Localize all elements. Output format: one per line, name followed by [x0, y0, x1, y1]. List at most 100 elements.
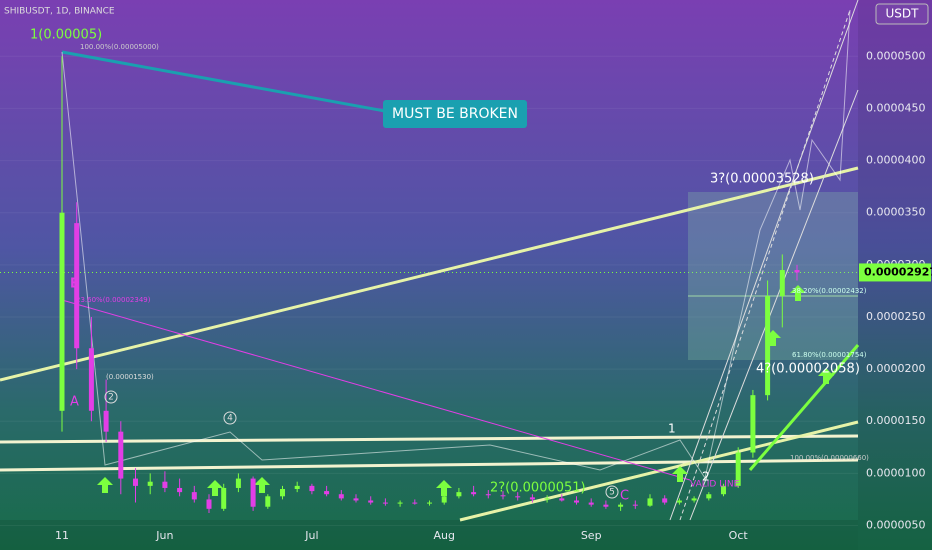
currency: USDT [886, 7, 920, 21]
annotation: VALID LINE [690, 480, 740, 490]
candle-body [515, 496, 521, 498]
wave-path [61, 9, 851, 480]
wave-label: 5 [609, 488, 615, 498]
x-tick-label: Aug [433, 529, 454, 542]
candle-body [588, 502, 594, 505]
fib-label: 100.00%(0.00000660) [790, 454, 869, 462]
candle-body [309, 485, 315, 492]
fib-label: 23.60%(0.00002349) [76, 296, 151, 304]
candle-body [147, 481, 153, 486]
candle-body [750, 395, 756, 453]
candle-body [691, 498, 697, 501]
candle-body [706, 494, 712, 499]
candle-body [529, 497, 535, 500]
candle-body [382, 502, 388, 504]
wave-label: 2 [108, 393, 114, 403]
wave-label: 4 [227, 414, 233, 424]
fib-label: 100.00%(0.00005000) [80, 43, 159, 51]
candle-body [427, 502, 432, 504]
y-tick-label: 0.0000150 [866, 414, 926, 427]
candle-body [118, 431, 124, 479]
annotation: MUST BE BROKEN [392, 106, 518, 122]
candles [59, 56, 800, 513]
candle-body [456, 492, 462, 497]
x-tick-label: Sep [581, 529, 602, 542]
annotation: 3?(0.00003528) [710, 172, 814, 187]
candle-body [206, 499, 212, 509]
annotation: 2 [702, 470, 710, 484]
last-price-label: 0.00002927 [864, 265, 932, 278]
candle-body [338, 494, 344, 499]
x-tick-label: Jun [155, 529, 173, 542]
trend-line [61, 50, 391, 114]
trend-line [61, 299, 691, 481]
channel-line [679, 9, 851, 521]
up-arrow [672, 466, 688, 482]
up-arrow [436, 480, 452, 496]
up-arrow [97, 477, 113, 493]
last-price-box [859, 263, 931, 282]
x-tick-label: Jul [304, 529, 318, 542]
candle-body [647, 498, 653, 506]
candle-body [500, 495, 506, 497]
candle-body [177, 487, 183, 493]
candle-body [485, 494, 491, 496]
y-tick-label: 0.0000050 [866, 518, 926, 531]
candle-body [221, 487, 227, 509]
candle-body [441, 496, 447, 503]
candle-body [603, 504, 609, 507]
candle-body [353, 498, 359, 501]
candle-body [574, 500, 579, 503]
x-tick-label: 11 [55, 529, 69, 542]
candle-body [632, 504, 638, 506]
y-tick-label: 0.0000100 [866, 466, 926, 479]
up-arrow [254, 477, 270, 493]
candle-body [559, 498, 565, 501]
fib-label: (0.00001530) [106, 373, 154, 381]
candle-body [779, 270, 785, 297]
channel-line [689, 89, 859, 521]
trend-line [748, 344, 860, 471]
candle-body [162, 481, 168, 488]
candle-body [368, 500, 374, 503]
annotation: 1 [668, 422, 676, 436]
candle-body [735, 452, 741, 486]
channel-line [669, 0, 859, 521]
candle-body [676, 500, 682, 503]
callout-box [383, 100, 527, 128]
y-tick-label: 0.0000350 [866, 206, 926, 219]
annotation: 1(0.00005) [30, 28, 102, 43]
chart-title: SHIBUSDT, 1D, BINANCE [4, 7, 115, 17]
candle-body [662, 498, 668, 503]
trend-line [0, 166, 859, 382]
annotation: B [70, 277, 80, 292]
y-tick-label: 0.0000400 [866, 154, 926, 167]
candle-body [88, 348, 94, 411]
candle-body [133, 478, 138, 486]
y-tick-label: 0.0000200 [866, 362, 926, 375]
candle-body [721, 485, 726, 495]
candle-body [250, 478, 256, 507]
x-tick-label: Oct [729, 529, 749, 542]
trend-line [0, 458, 859, 472]
y-tick-label: 0.0000250 [866, 310, 926, 323]
candle-body [765, 296, 771, 396]
axis-labels: 0.0000050 0.0000100 0.0000150 0.0000200 0.00… [55, 49, 932, 542]
currency-box [875, 3, 929, 25]
candle-body [471, 492, 477, 495]
candle-body [412, 502, 418, 504]
candle-body [324, 491, 330, 495]
trend-line [0, 434, 859, 444]
up-arrow [207, 480, 223, 496]
candle-body [618, 504, 624, 507]
fib-label: 61.80%(0.00001754) [792, 351, 867, 359]
candle-body [280, 489, 285, 497]
annotation: C [620, 489, 629, 504]
fib-label: 38.20%(0.00002432) [792, 287, 867, 295]
candle-body [235, 478, 241, 488]
y-tick-label: 0.0000450 [866, 101, 926, 114]
annotation: 4?(0.00002058) [756, 362, 860, 377]
candle-body [294, 485, 300, 490]
